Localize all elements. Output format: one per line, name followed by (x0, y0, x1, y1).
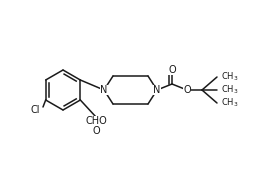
Text: Cl: Cl (30, 105, 40, 115)
Text: N: N (153, 85, 161, 95)
Text: CH$_3$: CH$_3$ (221, 71, 239, 83)
Text: CH$_3$: CH$_3$ (221, 84, 239, 96)
Text: CH$_3$: CH$_3$ (221, 97, 239, 109)
Text: CHO: CHO (85, 116, 107, 126)
Text: O: O (92, 126, 100, 136)
Text: N: N (100, 85, 108, 95)
Text: O: O (183, 85, 191, 95)
Text: O: O (168, 65, 176, 75)
